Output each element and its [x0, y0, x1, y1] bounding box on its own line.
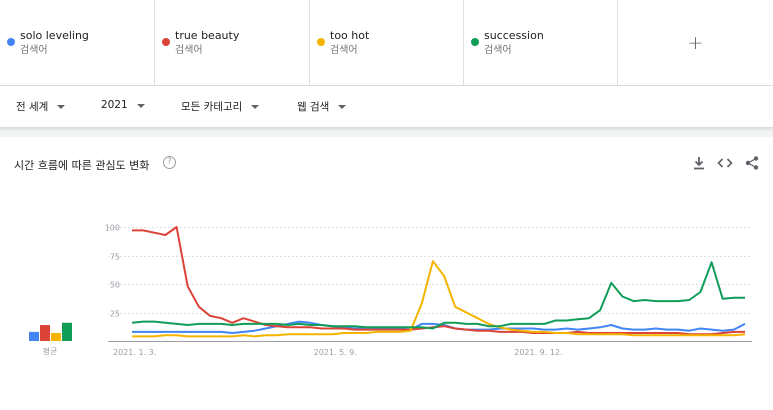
add-term-button[interactable]: +: [618, 0, 773, 85]
caret-down-icon: [338, 105, 347, 109]
term-name: true beauty: [175, 29, 240, 42]
x-tick-label: 2021. 5. 9.: [314, 348, 357, 357]
term-type: 검색어: [20, 45, 48, 56]
region-label: 전 세계: [16, 101, 49, 113]
search-terms-bar: solo leveling 검색어 true beauty 검색어 too ho…: [0, 0, 773, 86]
series-line: [132, 226, 745, 336]
term-type: 검색어: [175, 45, 203, 56]
average-bar: [40, 325, 50, 341]
region-dropdown[interactable]: 전 세계: [16, 99, 66, 114]
y-tick-label: 100: [105, 224, 120, 233]
average-bar: [29, 331, 39, 341]
term-true-beauty[interactable]: true beauty 검색어: [155, 0, 310, 86]
caret-down-icon: [136, 103, 145, 108]
x-tick-label: 2021. 1. 3.: [113, 348, 156, 357]
term-succession[interactable]: succession 검색어: [464, 0, 618, 86]
chart-axis-labels: 25 50 75 100 2021. 1. 3. 2021. 5. 9. 2021. 9. …: [43, 224, 563, 358]
search-type-dropdown[interactable]: 웹 검색: [297, 99, 347, 114]
term-solo-leveling[interactable]: solo leveling 검색어: [0, 0, 155, 86]
share-icon[interactable]: [743, 154, 761, 172]
term-type: 검색어: [330, 45, 358, 56]
series-line: [132, 320, 746, 334]
term-color-dot: [471, 38, 479, 46]
chart-series: [131, 226, 746, 338]
average-bars: [29, 322, 72, 341]
average-bar: [62, 322, 72, 341]
y-tick-label: 50: [110, 281, 120, 290]
term-name: solo leveling: [20, 29, 89, 42]
x-tick-label: 2021. 9. 12.: [514, 348, 562, 357]
year-dropdown[interactable]: 2021: [101, 99, 145, 111]
term-name: succession: [484, 29, 544, 42]
embed-icon[interactable]: [716, 154, 734, 172]
filters-bar: 전 세계 2021 모든 카테고리 웹 검색: [0, 86, 773, 128]
download-icon[interactable]: [690, 154, 708, 172]
term-too-hot[interactable]: too hot 검색어: [310, 0, 464, 86]
chart-grid: [108, 227, 752, 342]
help-icon[interactable]: ?: [163, 156, 176, 169]
series-line: [132, 260, 746, 338]
average-label: 평균: [43, 346, 58, 356]
term-type: 검색어: [484, 45, 512, 56]
card-title: 시간 흐름에 따른 관심도 변화: [14, 159, 150, 172]
caret-down-icon: [251, 105, 260, 109]
term-color-dot: [7, 38, 15, 46]
year-label: 2021: [101, 99, 128, 111]
y-tick-label: 75: [110, 253, 120, 262]
term-color-dot: [317, 38, 325, 46]
term-color-dot: [162, 38, 170, 46]
plus-icon: +: [687, 31, 704, 54]
interest-over-time-card: 시간 흐름에 따른 관심도 변화 ? 25 50 75 100 2021. 1. 3. 2…: [0, 137, 773, 410]
category-label: 모든 카테고리: [181, 101, 243, 113]
caret-down-icon: [57, 105, 66, 109]
term-name: too hot: [330, 29, 370, 42]
category-dropdown[interactable]: 모든 카테고리: [181, 99, 260, 114]
search-type-label: 웹 검색: [297, 101, 330, 113]
average-bar: [51, 333, 61, 341]
interest-line-chart: 25 50 75 100 2021. 1. 3. 2021. 5. 9. 2021. 9. …: [29, 224, 752, 358]
series-line: [131, 261, 745, 330]
y-tick-label: 25: [110, 310, 120, 319]
